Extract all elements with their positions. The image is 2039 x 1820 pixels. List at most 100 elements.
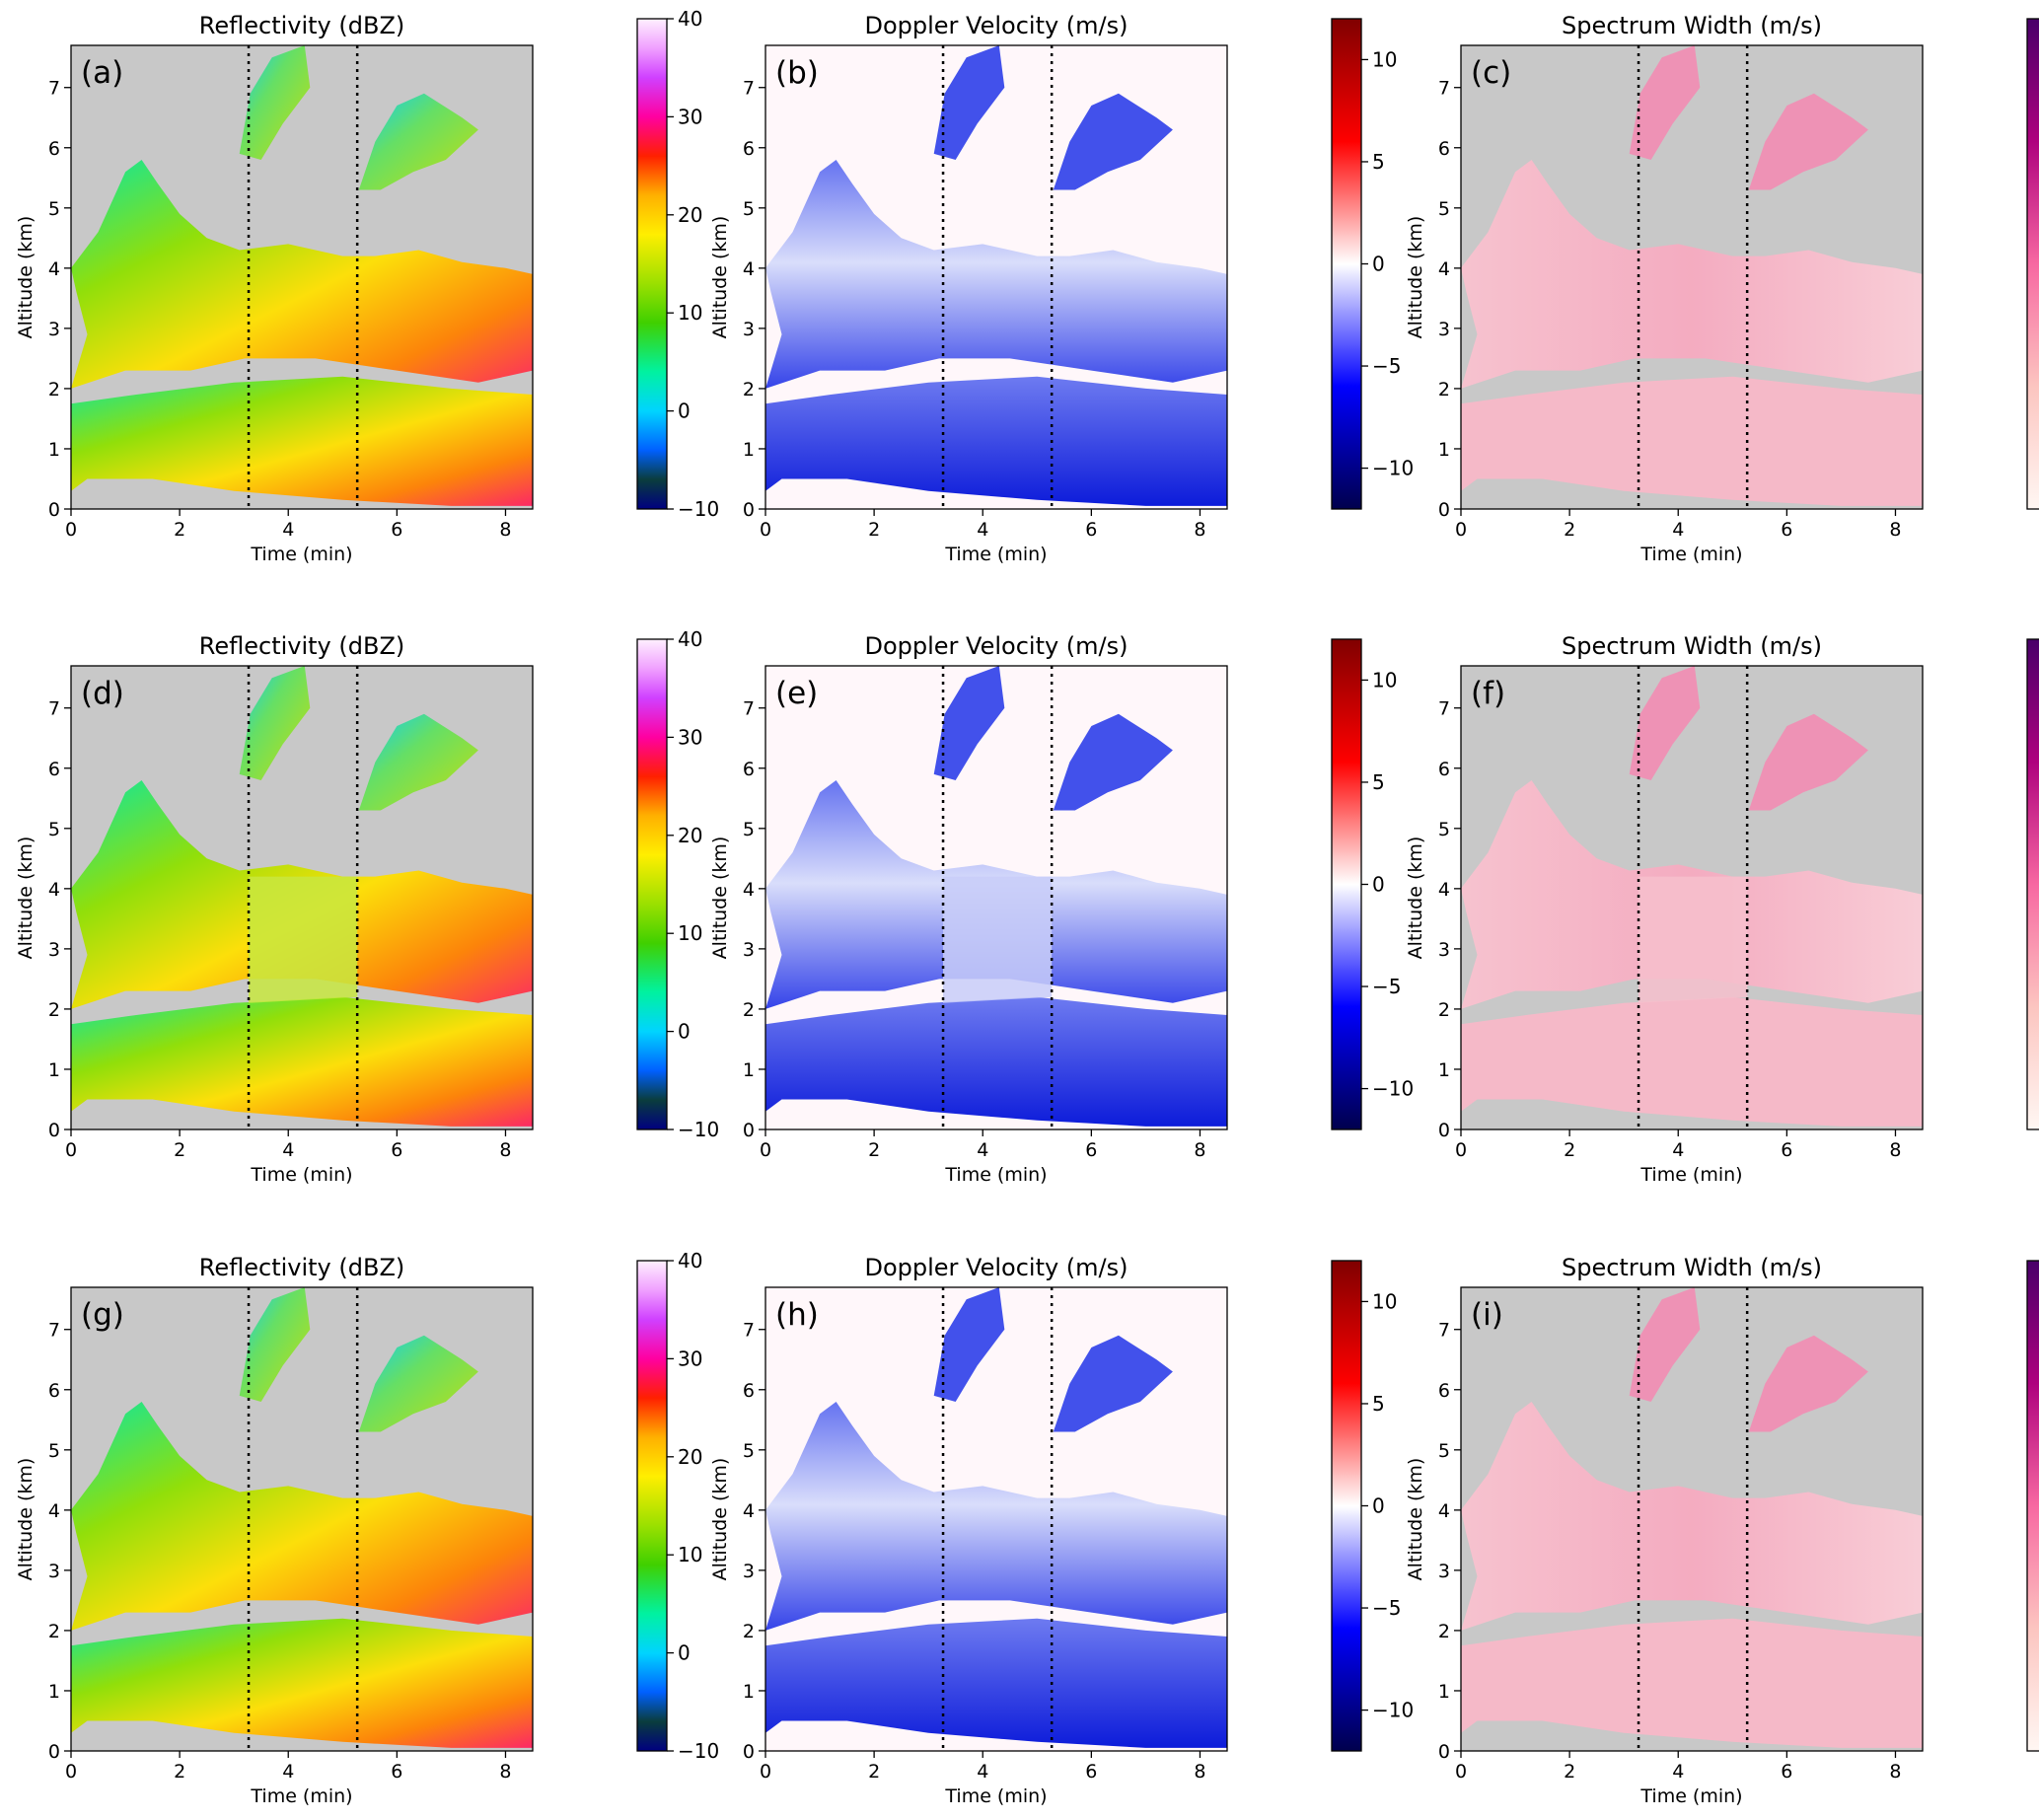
colorbar-tick-label: −10: [678, 1739, 719, 1763]
colorbar: [636, 638, 668, 1130]
x-tick-label: 6: [1085, 1139, 1097, 1161]
y-tick-label: 7: [48, 78, 60, 100]
echo-region-middle: [1461, 1402, 1923, 1631]
echo-region-upper-right: [1748, 93, 1868, 190]
x-axis-label: Time (min): [1639, 544, 1742, 565]
x-tick-label: 0: [1455, 519, 1467, 541]
y-tick-label: 2: [743, 1621, 755, 1642]
colorbar: [1331, 18, 1362, 510]
panel-letter: (f): [1471, 676, 1505, 711]
x-tick-label: 8: [1194, 1761, 1205, 1783]
colorbar: [636, 18, 668, 510]
y-tick-label: 4: [743, 1500, 755, 1522]
echo-region-lower: [1461, 996, 1923, 1127]
echo-region-upper-right: [1053, 1335, 1173, 1432]
x-tick-label: 8: [499, 1139, 511, 1161]
colorbar-tick-label: 10: [678, 301, 702, 325]
echo-region-upper-left: [239, 45, 311, 160]
panel-letter: (i): [1471, 1297, 1503, 1333]
x-tick-label: 4: [282, 1761, 294, 1783]
y-tick-label: 3: [48, 1561, 60, 1582]
y-tick-label: 7: [48, 698, 60, 720]
colorbar: [1331, 638, 1362, 1130]
y-tick-label: 5: [48, 819, 60, 840]
echo-region-upper-left: [1629, 45, 1701, 160]
x-tick-label: 2: [174, 1761, 185, 1783]
y-tick-label: 4: [743, 258, 755, 280]
y-axis-label: Altitude (km): [15, 216, 36, 339]
panel-title: Doppler Velocity (m/s): [864, 632, 1128, 660]
colorbar-tick-label: 10: [678, 1543, 702, 1566]
x-tick-label: 0: [760, 1139, 771, 1161]
colorbar-tick-label: 0: [678, 1020, 691, 1044]
panel-title: Spectrum Width (m/s): [1562, 1254, 1822, 1281]
echo-region-upper-left: [933, 1287, 1005, 1402]
gap-fill-interpolated: [943, 876, 1053, 1003]
panel-title: Reflectivity (dBZ): [199, 632, 405, 660]
x-tick-label: 0: [1455, 1139, 1467, 1161]
echo-region-upper-right: [1748, 713, 1868, 811]
colorbar-tick-label: −10: [678, 1118, 719, 1141]
x-tick-label: 2: [174, 1139, 185, 1161]
y-tick-label: 7: [743, 1320, 755, 1342]
x-tick-label: 8: [499, 519, 511, 541]
y-axis-label: Altitude (km): [709, 1458, 731, 1581]
colorbar-tick-label: 0: [1372, 1494, 1385, 1518]
x-axis-label: Time (min): [944, 1785, 1047, 1807]
y-tick-label: 5: [743, 198, 755, 220]
y-tick-label: 4: [48, 879, 60, 901]
x-tick-label: 8: [1194, 1139, 1205, 1161]
y-tick-label: 5: [1438, 198, 1450, 220]
y-tick-label: 6: [48, 1380, 60, 1402]
y-tick-label: 6: [743, 759, 755, 780]
x-axis-label: Time (min): [250, 544, 352, 565]
y-tick-label: 5: [1438, 819, 1450, 840]
colorbar-tick-label: 5: [1372, 1392, 1385, 1416]
y-tick-label: 5: [1438, 1440, 1450, 1462]
y-tick-label: 3: [743, 939, 755, 961]
panel-title: Doppler Velocity (m/s): [864, 12, 1128, 39]
x-tick-label: 4: [282, 519, 294, 541]
x-tick-label: 2: [1564, 519, 1575, 541]
panel-h: 0 2 4 6 8 0 1 2 3 4 5 6 7 Doppler Velocity (m/s) Time …: [709, 1254, 1414, 1807]
colorbar-tick-label: 5: [1372, 770, 1385, 794]
colorbar-tick-label: 30: [678, 1347, 702, 1370]
y-tick-label: 1: [1438, 439, 1450, 461]
x-tick-label: 2: [1564, 1761, 1575, 1783]
y-tick-label: 2: [743, 999, 755, 1021]
x-tick-label: 4: [977, 519, 988, 541]
y-axis-label: Altitude (km): [15, 837, 36, 960]
echo-region-lower: [71, 376, 533, 506]
x-tick-label: 6: [391, 1139, 402, 1161]
panel-letter: (b): [775, 55, 819, 91]
panel-g: 0 2 4 6 8 0 1 2 3 4 5 6 7 Reflectivity (dBZ) Time (min…: [15, 1249, 719, 1807]
colorbar-tick-label: −5: [1372, 354, 1401, 378]
colorbar-tick-label: 0: [1372, 873, 1385, 897]
gap-fill-interpolated: [249, 876, 358, 1003]
colorbar-tick-label: 10: [1372, 668, 1397, 692]
x-tick-label: 4: [1672, 1761, 1684, 1783]
y-tick-label: 0: [1438, 1741, 1450, 1763]
panel-letter: (c): [1471, 55, 1511, 91]
x-tick-label: 2: [868, 1761, 880, 1783]
echo-region-middle: [765, 1402, 1227, 1631]
y-tick-label: 7: [1438, 78, 1450, 100]
echo-region-upper-right: [1748, 1335, 1868, 1432]
colorbar-tick-label: 30: [678, 725, 702, 749]
y-tick-label: 7: [1438, 698, 1450, 720]
colorbar: [2026, 18, 2039, 510]
y-tick-label: 4: [1438, 879, 1450, 901]
echo-region-upper-left: [933, 666, 1005, 780]
x-tick-label: 4: [1672, 519, 1684, 541]
panel-f: 0 2 4 6 8 0 1 2 3 4 5 6 7 Spectrum Width (m/s) Time (m…: [1405, 632, 2039, 1186]
panel-letter: (a): [81, 55, 123, 91]
echo-region-lower: [765, 996, 1227, 1127]
panel-e: 0 2 4 6 8 0 1 2 3 4 5 6 7 Doppler Velocity (m/s) Time …: [709, 632, 1414, 1186]
colorbar-tick-label: 20: [678, 1445, 702, 1469]
plot-frame: [1460, 1286, 1924, 1752]
panel-letter: (g): [81, 1297, 124, 1333]
panel-title: Spectrum Width (m/s): [1562, 632, 1822, 660]
plot-frame: [70, 44, 534, 510]
plot-frame: [70, 1286, 534, 1752]
